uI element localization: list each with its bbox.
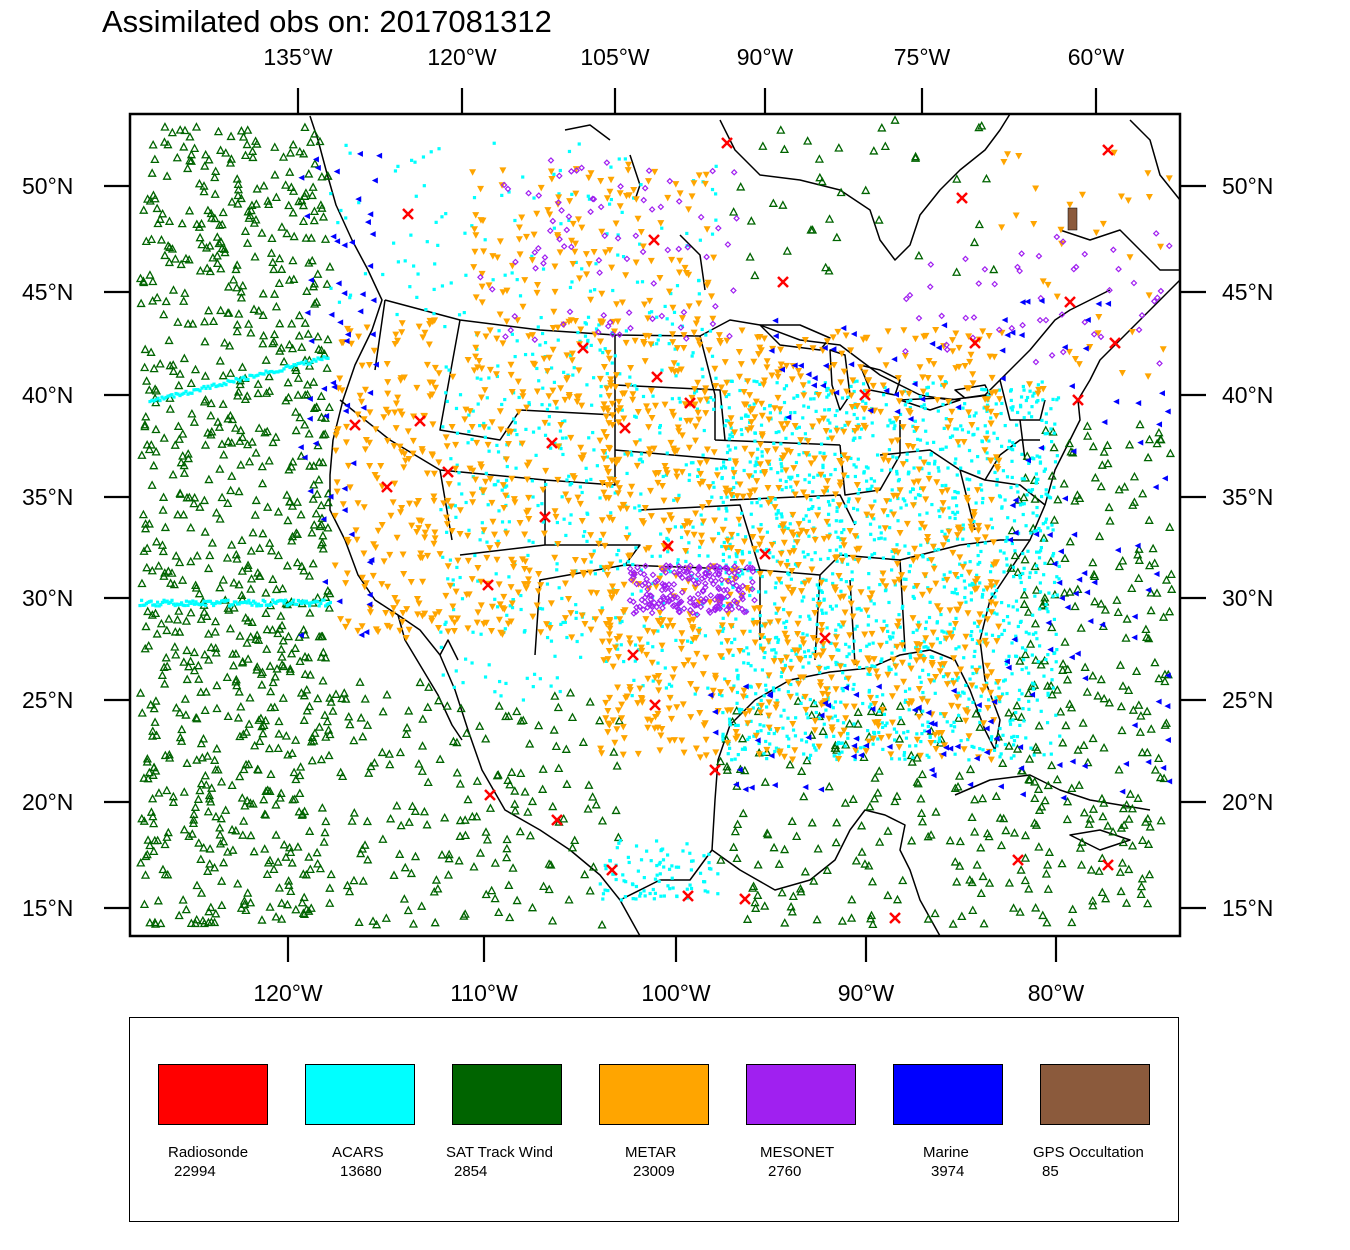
left-lat-label: 20°N <box>22 789 74 815</box>
legend-entry-metar: METAR 23009 <box>599 1064 711 1194</box>
legend-label: Marine <box>923 1144 969 1161</box>
left-lat-label: 25°N <box>22 687 74 713</box>
right-lat-label: 15°N <box>1222 895 1274 921</box>
legend-swatch <box>893 1064 1003 1125</box>
right-lat-label: 45°N <box>1222 279 1274 305</box>
west-coastline <box>309 115 641 936</box>
legend-count: 85 <box>1042 1163 1059 1180</box>
legend-label: METAR <box>625 1144 677 1161</box>
bottom-lon-label: 80°W <box>1027 980 1085 1006</box>
great-lakes <box>759 324 991 411</box>
gulf-of-california <box>439 639 459 661</box>
yucatan-peninsula <box>711 809 941 936</box>
legend-entry-radiosonde: Radiosonde 22994 <box>158 1064 270 1194</box>
axis-ticks <box>104 88 1206 962</box>
left-lat-label: 40°N <box>22 382 74 408</box>
legend-entry-mesonet: MESONET 2760 <box>746 1064 858 1194</box>
legend <box>129 1017 1179 1222</box>
baja-peninsula <box>397 614 463 741</box>
legend-count: 22994 <box>174 1163 216 1180</box>
legend-label: Radiosonde <box>168 1144 249 1161</box>
top-lon-label: 90°W <box>736 44 794 70</box>
bottom-lon-label: 120°W <box>253 980 323 1006</box>
legend-count: 3974 <box>931 1163 965 1180</box>
right-lat-label: 25°N <box>1222 687 1274 713</box>
bottom-lon-label: 90°W <box>837 980 895 1006</box>
legend-entry-acars: ACARS 13680 <box>305 1064 417 1194</box>
legend-entry-marine: Marine 3974 <box>893 1064 1005 1194</box>
left-lat-label: 50°N <box>22 173 74 199</box>
legend-swatch <box>1040 1064 1150 1125</box>
legend-count: 2760 <box>768 1163 802 1180</box>
right-lat-label: 40°N <box>1222 382 1274 408</box>
right-lat-label: 20°N <box>1222 789 1274 815</box>
legend-label: GPS Occultation <box>1033 1144 1144 1161</box>
hudson-bay <box>719 114 1011 261</box>
legend-swatch <box>305 1064 415 1125</box>
page-title: Assimilated obs on: 2017081312 <box>102 4 552 39</box>
bottom-lon-label: 110°W <box>450 980 518 1006</box>
caribbean-islands <box>954 774 1151 851</box>
legend-label: SAT Track Wind <box>446 1144 553 1161</box>
right-lat-label: 35°N <box>1222 484 1274 510</box>
left-lat-label: 35°N <box>22 484 74 510</box>
canada-arctic-outlines <box>564 119 1180 291</box>
observation-markers <box>135 115 1177 929</box>
state-lines-east <box>984 379 1046 541</box>
legend-count: 13680 <box>340 1163 382 1180</box>
top-lon-label: 120°W <box>427 44 497 70</box>
legend-entry-sat-track-wind: SAT Track Wind 2854 <box>446 1064 564 1194</box>
legend-label: ACARS <box>332 1144 384 1161</box>
legend-entry-gps-occultation: GPS Occultation 85 <box>1033 1064 1152 1194</box>
legend-swatch <box>158 1064 268 1125</box>
right-lat-label: 30°N <box>1222 585 1274 611</box>
top-lon-label: 135°W <box>263 44 333 70</box>
legend-label: MESONET <box>760 1144 835 1161</box>
left-lat-label: 45°N <box>22 279 74 305</box>
legend-count: 23009 <box>633 1163 675 1180</box>
bottom-lon-label: 100°W <box>641 980 711 1006</box>
right-lat-label: 50°N <box>1222 173 1274 199</box>
legend-swatch <box>452 1064 562 1125</box>
legend-swatch <box>746 1064 856 1125</box>
legend-count: 2854 <box>454 1163 488 1180</box>
left-lat-label: 15°N <box>22 895 74 921</box>
top-lon-label: 105°W <box>580 44 650 70</box>
legend-swatch <box>599 1064 709 1125</box>
map-frame <box>128 112 1182 938</box>
top-lon-label: 75°W <box>893 44 951 70</box>
top-lon-label: 60°W <box>1067 44 1125 70</box>
left-lat-label: 30°N <box>22 585 74 611</box>
